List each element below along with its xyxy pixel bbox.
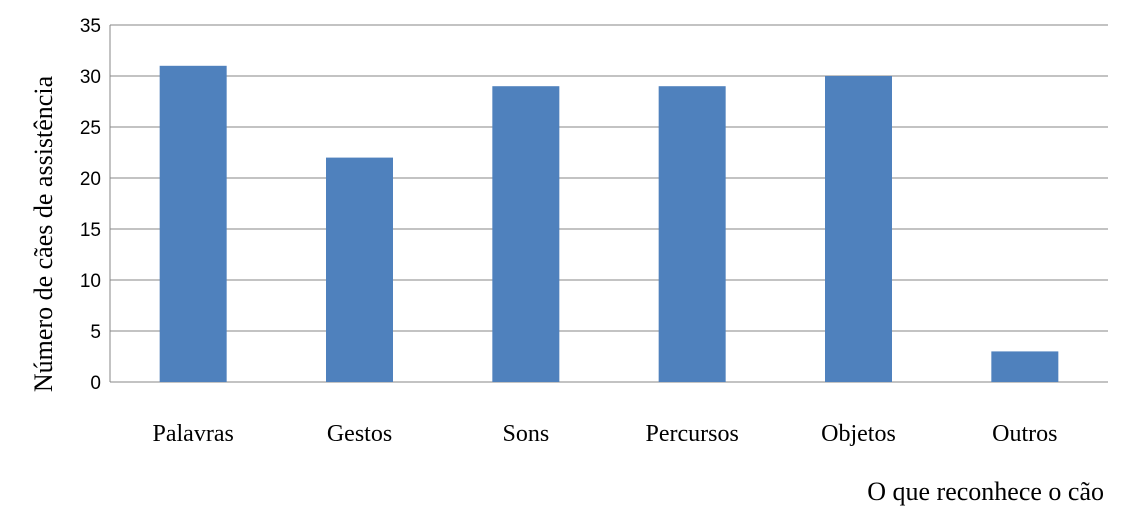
x-category-label: Palavras (153, 421, 234, 447)
y-tick-label: 5 (90, 322, 101, 343)
bar-outros (991, 351, 1059, 382)
y-axis-title: Número de cães de assistência (29, 75, 58, 392)
x-category-label: Gestos (327, 421, 392, 447)
bar-sons (492, 86, 560, 382)
x-axis-title: O que reconhece o cão (867, 477, 1104, 506)
bar-palavras (159, 65, 227, 383)
bar-gestos (326, 157, 393, 382)
y-tick-label: 15 (80, 220, 101, 241)
y-tick-label: 0 (90, 373, 101, 394)
y-tick-label: 20 (80, 169, 101, 190)
x-category-label: Objetos (821, 421, 896, 447)
x-category-label: Sons (502, 421, 549, 447)
x-category-labels: Palavras Gestos Sons Percursos Objetos Outros (153, 421, 1058, 447)
gridlines (109, 24, 1108, 383)
x-category-label: Percursos (646, 421, 739, 447)
y-tick-label: 10 (80, 271, 101, 292)
bars (159, 65, 1059, 383)
bar-percursos (658, 86, 726, 382)
x-category-label: Outros (992, 421, 1057, 447)
y-tick-label: 25 (80, 118, 101, 139)
y-tick-labels: 0 5 10 15 20 25 30 35 (80, 16, 101, 394)
y-tick-label: 30 (80, 67, 101, 88)
bar-objetos (825, 76, 892, 382)
y-tick-label: 35 (80, 16, 101, 37)
